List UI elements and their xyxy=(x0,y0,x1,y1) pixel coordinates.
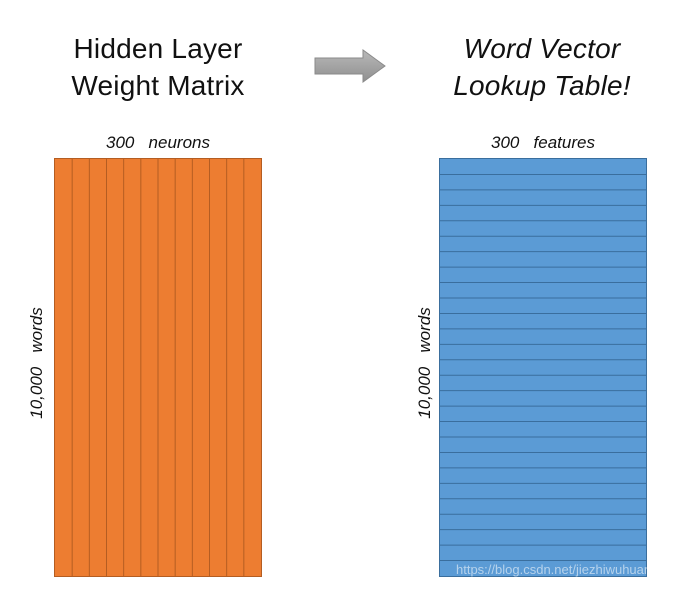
watermark-text: https://blog.csdn.net/jiezhiwuhuan xyxy=(456,562,652,577)
features-label: 300 features xyxy=(491,133,595,152)
right-words-label: 10,000 words xyxy=(415,307,434,419)
weight-matrix xyxy=(54,158,262,577)
right-arrow-icon xyxy=(314,49,386,83)
hidden-layer-title-line2: Weight Matrix xyxy=(71,70,245,101)
hidden-layer-title: Hidden Layer Weight Matrix xyxy=(40,30,276,104)
word-vector-title: Word Vector Lookup Table! xyxy=(415,30,669,104)
left-words-label: 10,000 words xyxy=(27,307,46,419)
word-vector-title-line2: Lookup Table! xyxy=(453,70,631,101)
word-vector-title-line1: Word Vector xyxy=(463,33,621,64)
lookup-table xyxy=(439,158,647,577)
neurons-label: 300 neurons xyxy=(106,133,210,152)
hidden-layer-title-line1: Hidden Layer xyxy=(73,33,243,64)
